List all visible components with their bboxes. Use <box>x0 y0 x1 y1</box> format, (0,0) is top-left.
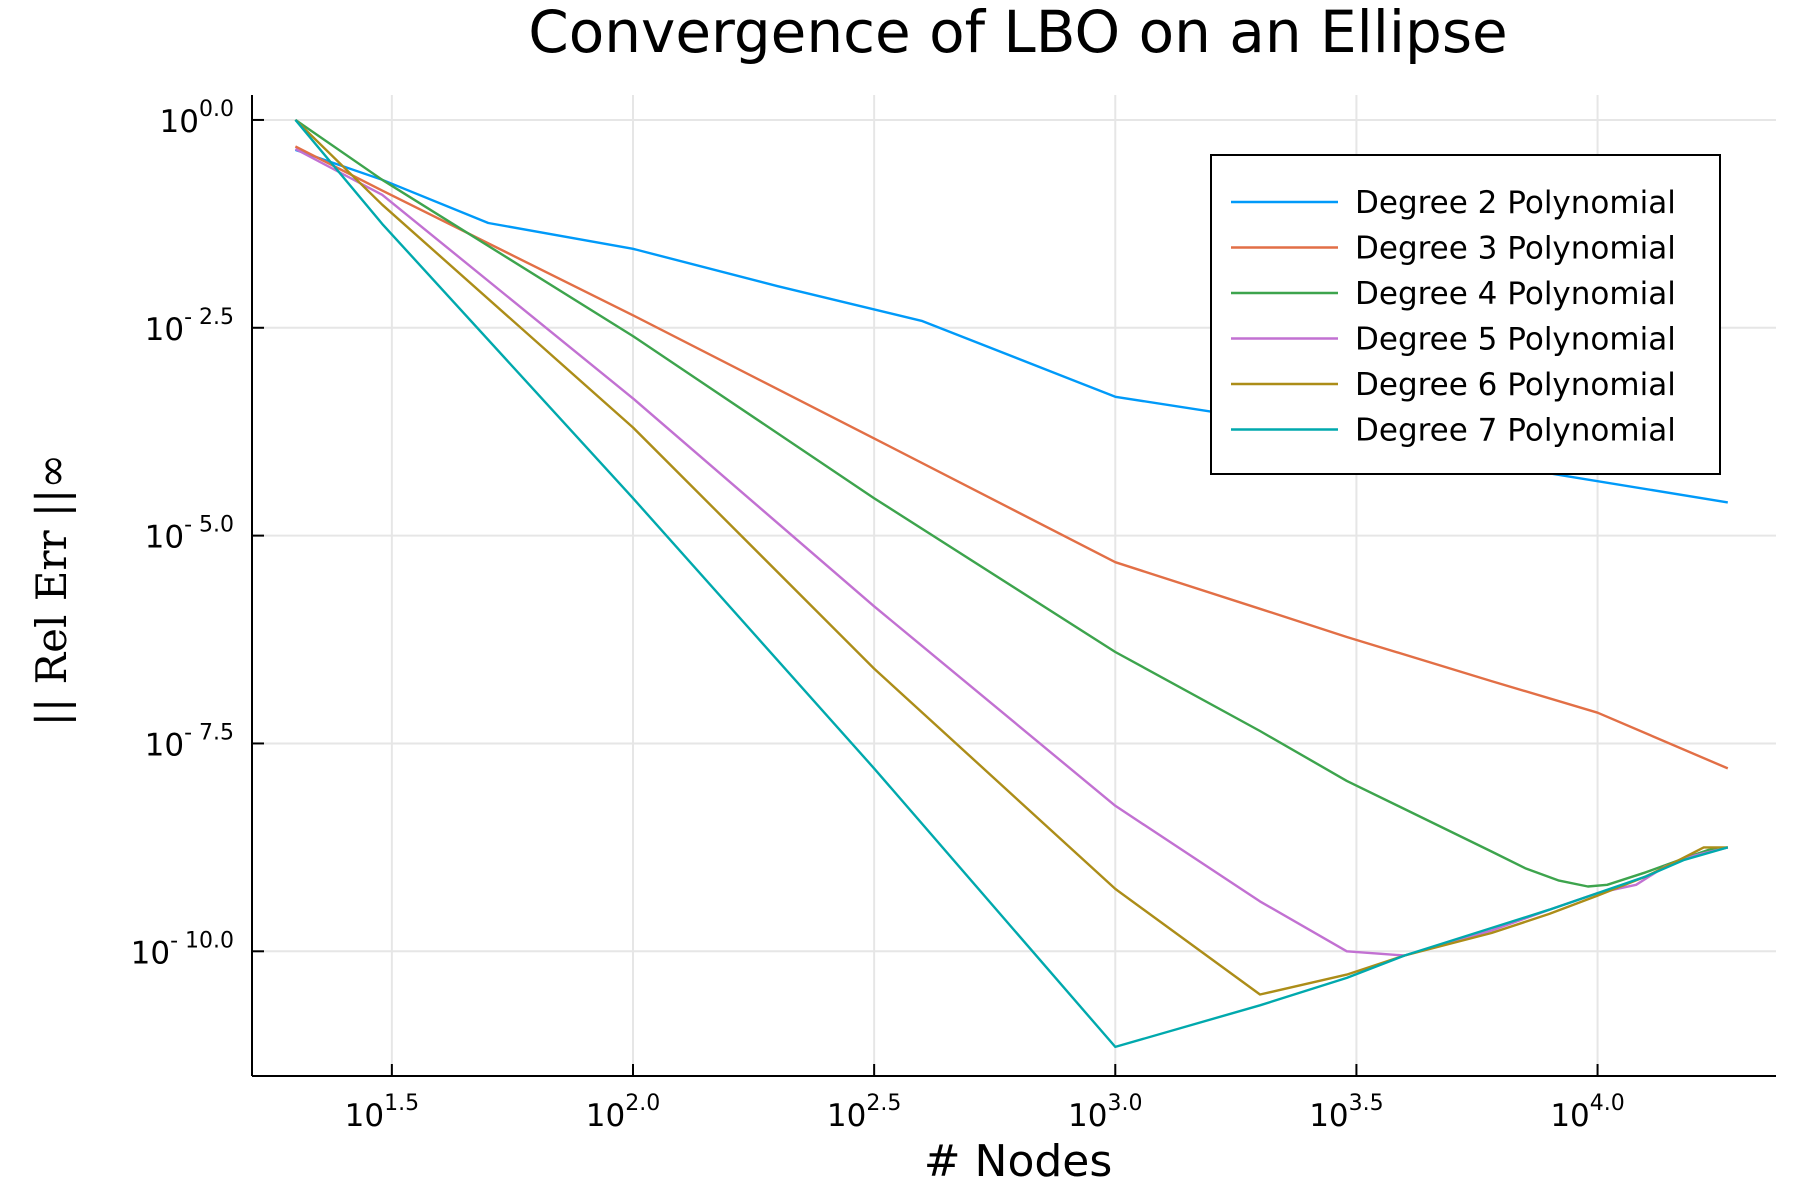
x-tick-label: 104.0 <box>1550 1091 1624 1134</box>
y-tick-label: 100.0 <box>160 97 234 140</box>
legend-label: Degree 4 Polynomial <box>1355 276 1676 312</box>
x-tick-label: 102.0 <box>586 1091 660 1134</box>
y-axis-label: || Rel Err ||∞ <box>27 454 76 726</box>
series-line-degree-7 <box>294 119 1729 1049</box>
plot-series <box>294 118 1729 1049</box>
axes <box>251 95 1776 1077</box>
y-tick-label: 10- 5.0 <box>145 513 234 556</box>
legend: Degree 2 Polynomial Degree 3 Polynomial De… <box>1210 154 1721 475</box>
x-tick-label: 103.0 <box>1068 1091 1142 1134</box>
legend-box <box>1210 154 1721 475</box>
y-tick-label: 10- 10.0 <box>131 928 234 971</box>
x-tick-label: 102.5 <box>827 1091 901 1134</box>
x-axis-label: # Nodes <box>924 1136 1113 1187</box>
x-tick-label: 101.5 <box>345 1091 419 1134</box>
legend-label: Degree 7 Polynomial <box>1355 413 1676 449</box>
legend-label: Degree 5 Polynomial <box>1355 322 1676 358</box>
legend-label: Degree 6 Polynomial <box>1355 367 1676 403</box>
y-tick-label: 10- 7.5 <box>145 720 234 763</box>
chart-title: Convergence of LBO on an Ellipse <box>528 0 1508 66</box>
x-tick-label: 103.5 <box>1309 1091 1383 1134</box>
legend-label: Degree 3 Polynomial <box>1355 231 1676 267</box>
tick-labels: 101.5 102.0 102.5 103.0 103.5 104.0 100.0 10- 2… <box>131 97 1625 1134</box>
y-tick-label: 10- 2.5 <box>145 305 234 348</box>
series-line-degree-3 <box>294 145 1729 770</box>
legend-label: Degree 2 Polynomial <box>1355 185 1676 221</box>
